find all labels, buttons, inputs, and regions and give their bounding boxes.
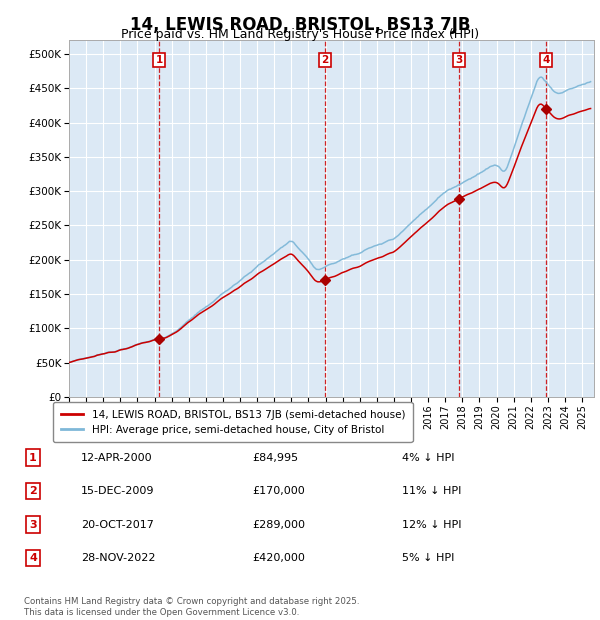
Text: 4: 4 <box>29 553 37 563</box>
Text: 20-OCT-2017: 20-OCT-2017 <box>81 520 154 529</box>
Text: 28-NOV-2022: 28-NOV-2022 <box>81 553 155 563</box>
Text: 4% ↓ HPI: 4% ↓ HPI <box>402 453 455 463</box>
Text: 3: 3 <box>455 55 463 65</box>
Text: Price paid vs. HM Land Registry's House Price Index (HPI): Price paid vs. HM Land Registry's House … <box>121 28 479 41</box>
Text: 1: 1 <box>155 55 163 65</box>
Text: 15-DEC-2009: 15-DEC-2009 <box>81 486 155 496</box>
Text: £420,000: £420,000 <box>252 553 305 563</box>
Text: £84,995: £84,995 <box>252 453 298 463</box>
Text: 4: 4 <box>542 55 550 65</box>
Text: £170,000: £170,000 <box>252 486 305 496</box>
Text: Contains HM Land Registry data © Crown copyright and database right 2025.
This d: Contains HM Land Registry data © Crown c… <box>24 598 359 617</box>
Text: 11% ↓ HPI: 11% ↓ HPI <box>402 486 461 496</box>
Text: 12% ↓ HPI: 12% ↓ HPI <box>402 520 461 529</box>
Text: 2: 2 <box>29 486 37 496</box>
Legend: 14, LEWIS ROAD, BRISTOL, BS13 7JB (semi-detached house), HPI: Average price, sem: 14, LEWIS ROAD, BRISTOL, BS13 7JB (semi-… <box>53 402 413 442</box>
Text: 14, LEWIS ROAD, BRISTOL, BS13 7JB: 14, LEWIS ROAD, BRISTOL, BS13 7JB <box>130 16 470 33</box>
Text: 2: 2 <box>321 55 328 65</box>
Text: £289,000: £289,000 <box>252 520 305 529</box>
Text: 12-APR-2000: 12-APR-2000 <box>81 453 152 463</box>
Text: 3: 3 <box>29 520 37 529</box>
Text: 1: 1 <box>29 453 37 463</box>
Text: 5% ↓ HPI: 5% ↓ HPI <box>402 553 454 563</box>
